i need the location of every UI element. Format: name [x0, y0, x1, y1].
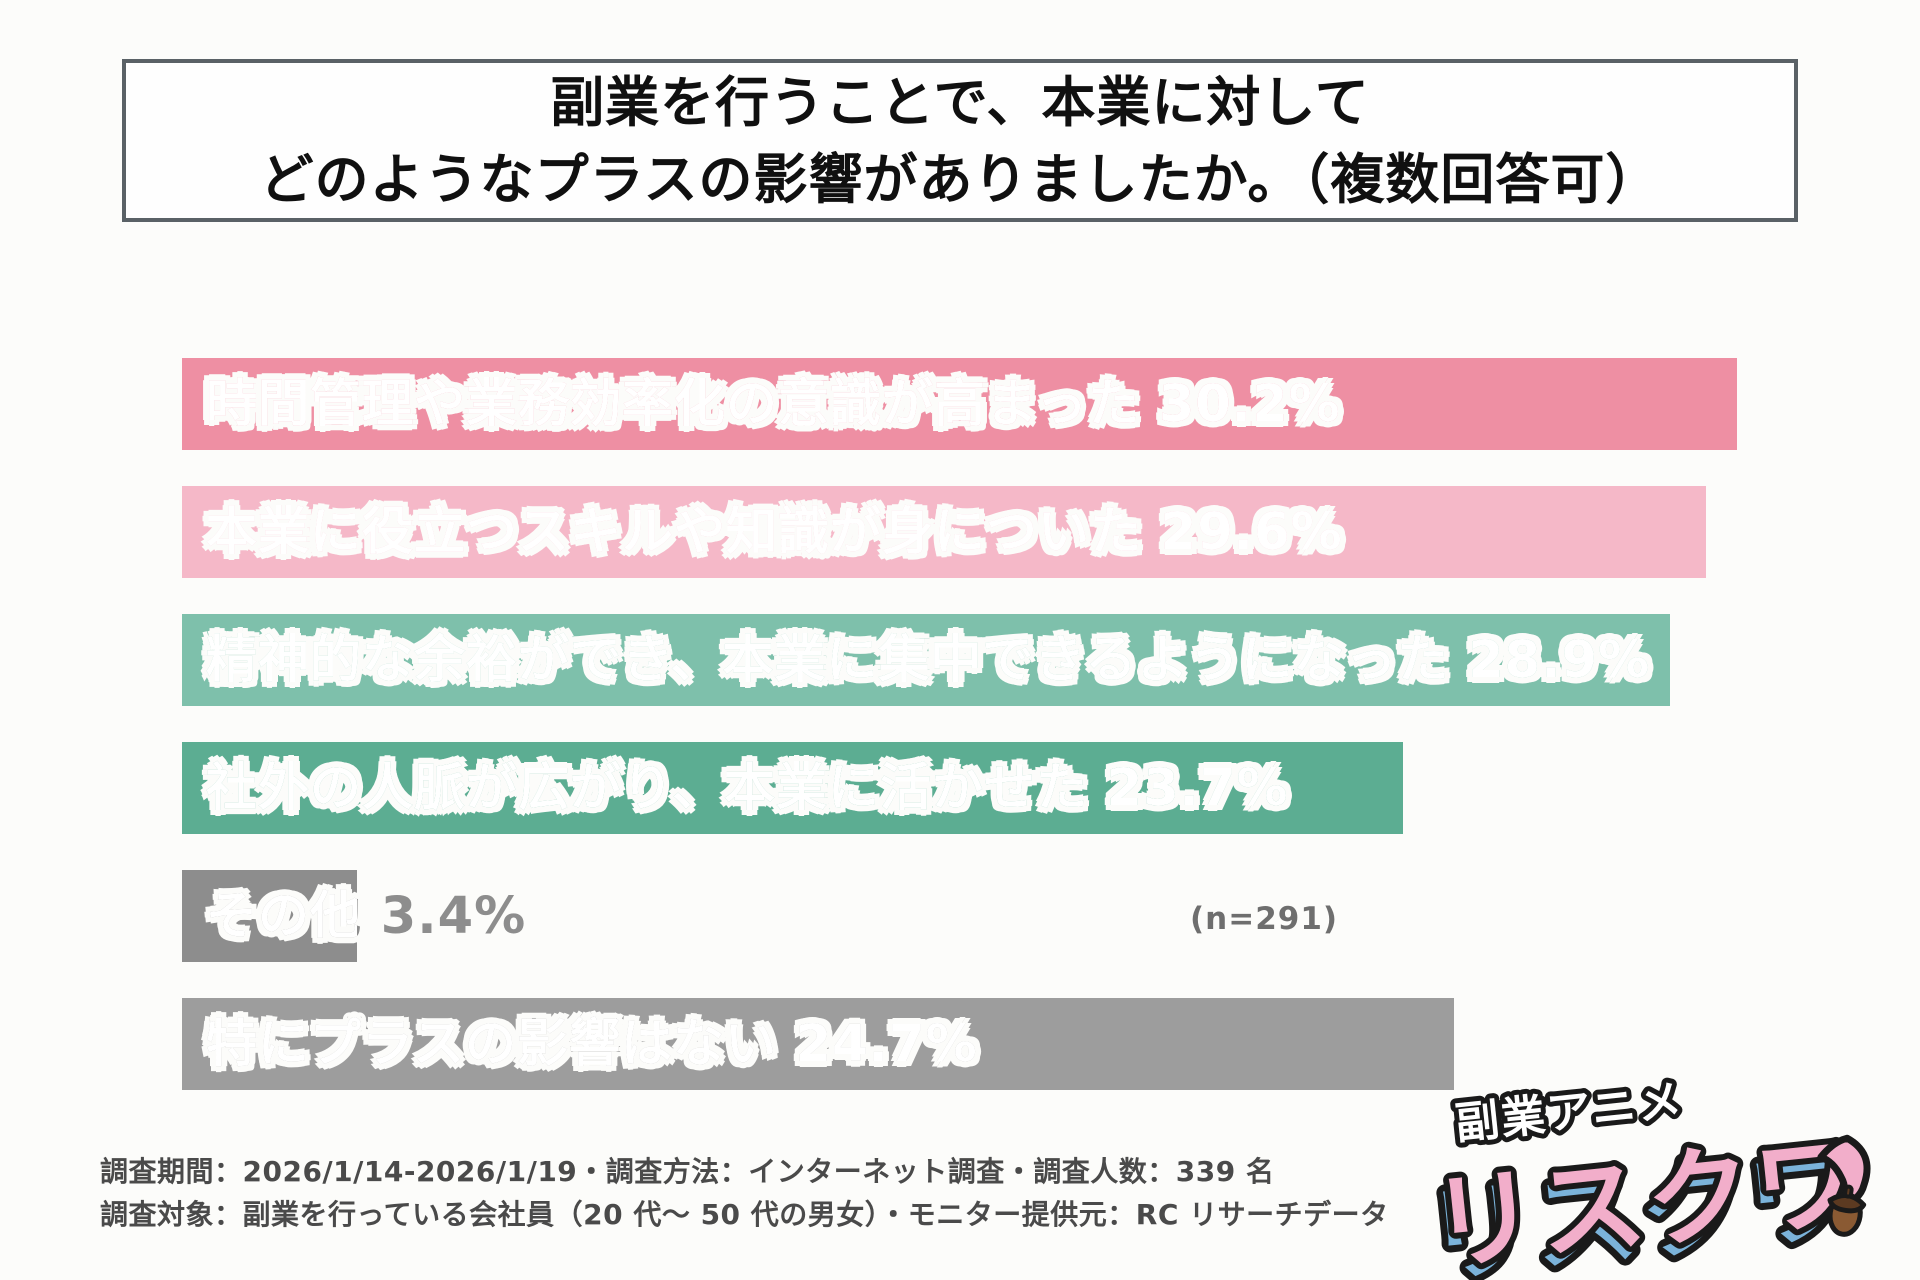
- bar-label-clip-5: その他 3.4%: [182, 870, 357, 962]
- bar-label-3: 精神的な余裕ができ、本業に集中できるようになった 28.9%: [206, 631, 1651, 690]
- bar-label-clip-4: 社外の人脈が広がり、本業に活かせた 23.7%: [182, 742, 1403, 834]
- bar-label-clip-2: 本業に役立つスキルや知識が身についた 29.6%: [182, 486, 1706, 578]
- bar-label-outline-1: 時間管理や業務効率化の意識が高まった 30.2%: [206, 375, 1341, 434]
- bar-fill-4: [182, 742, 1403, 834]
- title-box: 副業を行うことで、本業に対して どのようなプラスの影響がありましたか。（複数回答…: [122, 59, 1798, 222]
- bar-label-clip-6: 特にプラスの影響はない 24.7%: [182, 998, 1454, 1090]
- footnote-line-2: 調査対象：副業を行っている会社員（20 代〜 50 代の男女）・モニター提供元：…: [100, 1198, 1389, 1231]
- bar-label-outline-3: 精神的な余裕ができ、本業に集中できるようになった 28.9%: [206, 631, 1651, 690]
- acorn-icon: [1827, 1184, 1867, 1237]
- bar-fill-6: [182, 998, 1454, 1090]
- bar-label-clip-3: 精神的な余裕ができ、本業に集中できるようになった 28.9%: [182, 614, 1670, 706]
- bar-row-3: 精神的な余裕ができ、本業に集中できるようになった 28.9% 精神的な余裕ができ…: [182, 614, 1920, 706]
- brand-logo: 副業アニメ リスクワ リスクワ: [1413, 1066, 1900, 1280]
- bar-label-1: 時間管理や業務効率化の意識が高まった 30.2%: [206, 375, 1341, 434]
- bar-label-clip-1: 時間管理や業務効率化の意識が高まった 30.2%: [182, 358, 1737, 450]
- bar-fill-5: [182, 870, 357, 962]
- bar-fill-3: [182, 614, 1670, 706]
- sample-size-note: (n=291): [1190, 901, 1339, 937]
- bar-label-6: 特にプラスの影響はない 24.7%: [206, 1015, 978, 1074]
- bar-row-4: 社外の人脈が広がり、本業に活かせた 23.7% 社外の人脈が広がり、本業に活かせ…: [182, 742, 1920, 834]
- bar-label-outline-2: 本業に役立つスキルや知識が身についた 29.6%: [206, 503, 1343, 562]
- bar-label-outline-6: 特にプラスの影響はない 24.7%: [206, 1015, 978, 1074]
- bar-row-6: 特にプラスの影響はない 24.7% 特にプラスの影響はない 24.7%: [182, 998, 1920, 1090]
- bar-label-outline-4: 社外の人脈が広がり、本業に活かせた 23.7%: [206, 759, 1289, 818]
- footnote-line-1: 調査期間：2026/1/14-2026/1/19・調査方法：インターネット調査・…: [100, 1155, 1275, 1188]
- bar-row-5: その他 3.4% その他 3.4%: [182, 870, 1920, 962]
- bar-label-4: 社外の人脈が広がり、本業に活かせた 23.7%: [206, 759, 1289, 818]
- brand-logo-art: 副業アニメ リスクワ リスクワ: [1413, 1070, 1874, 1280]
- title-line-1: 副業を行うことで、本業に対して: [550, 70, 1370, 134]
- survey-footnote: 調査期間：2026/1/14-2026/1/19・調査方法：インターネット調査・…: [100, 1150, 1389, 1236]
- title-line-2: どのようなプラスの影響がありましたか。（複数回答可）: [259, 147, 1661, 211]
- bar-fill-2: [182, 486, 1706, 578]
- bar-label-5: その他 3.4%: [206, 887, 357, 946]
- bar-label-outline-5: その他 3.4%: [206, 887, 527, 946]
- logo-top-text: 副業アニメ: [1453, 1075, 1686, 1150]
- bar-row-2: 本業に役立つスキルや知識が身についた 29.6% 本業に役立つスキルや知識が身に…: [182, 486, 1920, 578]
- bar-fill-1: [182, 358, 1737, 450]
- bar-label-2: 本業に役立つスキルや知識が身についた 29.6%: [206, 503, 1343, 562]
- bar-row-1: 時間管理や業務効率化の意識が高まった 30.2% 時間管理や業務効率化の意識が高…: [182, 358, 1920, 450]
